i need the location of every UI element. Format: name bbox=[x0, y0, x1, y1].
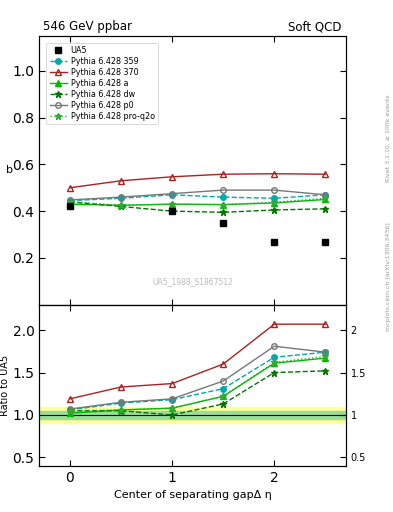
Text: mcplots.cern.ch [arXiv:1306.3436]: mcplots.cern.ch [arXiv:1306.3436] bbox=[386, 222, 391, 331]
Y-axis label: b: b bbox=[6, 165, 13, 175]
Text: UA5_1988_S1867512: UA5_1988_S1867512 bbox=[152, 277, 233, 286]
Bar bbox=[39, 407, 346, 423]
Text: 546 GeV ppbar: 546 GeV ppbar bbox=[43, 20, 132, 33]
Legend: UA5, Pythia 6.428 359, Pythia 6.428 370, Pythia 6.428 a, Pythia 6.428 dw, Pythia: UA5, Pythia 6.428 359, Pythia 6.428 370,… bbox=[46, 42, 158, 124]
X-axis label: Center of separating gapΔ η: Center of separating gapΔ η bbox=[114, 490, 272, 500]
Y-axis label: Ratio to UA5: Ratio to UA5 bbox=[0, 355, 10, 416]
Text: Rivet 3.1.10, ≥ 100k events: Rivet 3.1.10, ≥ 100k events bbox=[386, 94, 391, 182]
Bar bbox=[39, 411, 346, 419]
Text: Soft QCD: Soft QCD bbox=[288, 20, 342, 33]
